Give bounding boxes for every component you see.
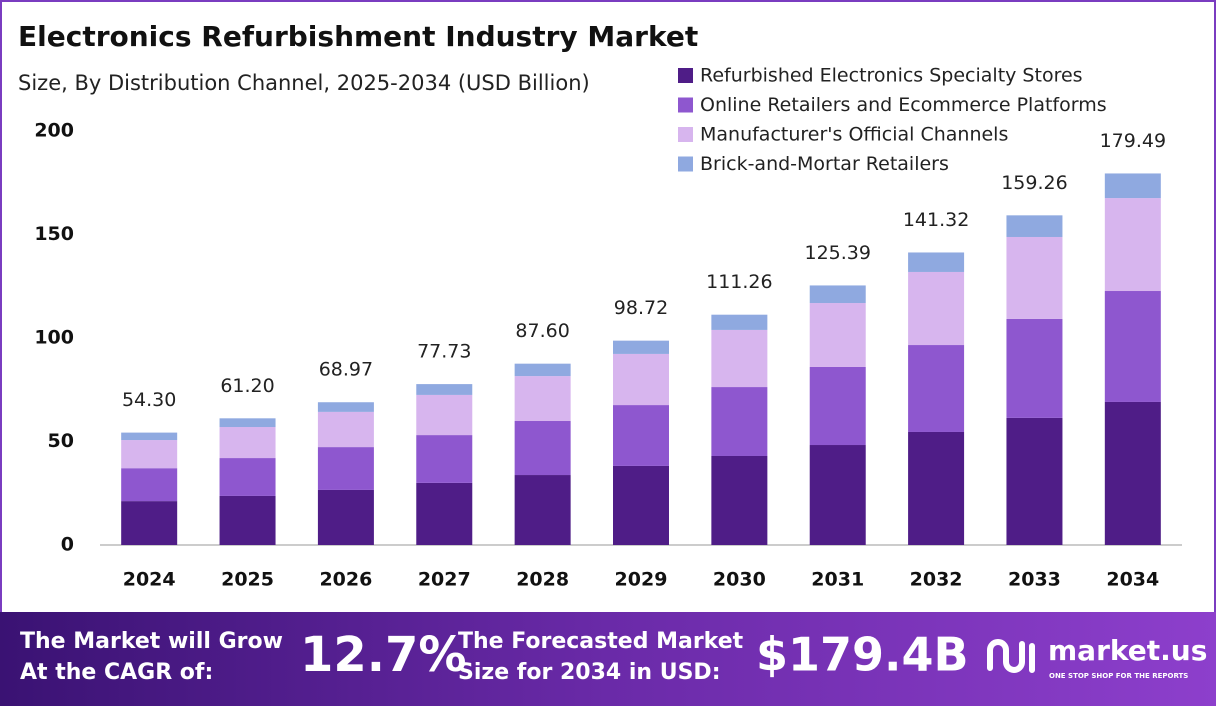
total-label: 141.32 xyxy=(903,209,969,231)
bar-segment xyxy=(416,384,473,395)
bar-segment xyxy=(809,366,866,446)
bar-segment xyxy=(908,431,965,545)
total-label: 54.30 xyxy=(122,389,176,411)
y-tick-label: 100 xyxy=(34,327,74,349)
legend-label: Manufacturer's Official Channels xyxy=(700,124,1008,146)
brand: market.us xyxy=(1048,634,1207,667)
bar-segment xyxy=(121,432,178,441)
bar-segment xyxy=(711,314,768,330)
bar-segment xyxy=(1104,173,1161,199)
legend-label: Refurbished Electronics Specialty Stores xyxy=(700,65,1083,87)
bar-segment xyxy=(613,405,669,466)
bar-segment xyxy=(121,501,178,545)
total-label: 125.39 xyxy=(804,242,870,264)
y-tick-label: 50 xyxy=(48,430,74,452)
chart-title: Electronics Refurbishment Industry Marke… xyxy=(18,20,698,53)
forecast-value: $179.4B xyxy=(756,628,969,682)
bar-segment xyxy=(711,387,768,456)
bar-segment xyxy=(908,345,965,432)
bar-segment xyxy=(908,252,965,272)
bar-segment xyxy=(1006,236,1063,319)
y-tick-label: 0 xyxy=(61,534,74,556)
bar-segment xyxy=(317,447,374,490)
bar-segment xyxy=(121,468,178,502)
x-tick-label: 2033 xyxy=(1008,569,1061,591)
bar-segment xyxy=(416,482,473,545)
bar-segment xyxy=(1104,401,1161,545)
bar-segment xyxy=(809,303,866,367)
x-tick-label: 2031 xyxy=(811,569,864,591)
bar-segment xyxy=(514,421,571,476)
total-label: 98.72 xyxy=(614,297,668,319)
y-tick-label: 200 xyxy=(34,120,74,142)
x-tick-label: 2025 xyxy=(221,569,274,591)
bar-segment xyxy=(809,445,866,545)
bar-segment xyxy=(809,285,866,304)
legend-swatch xyxy=(678,156,693,172)
total-label: 87.60 xyxy=(515,320,569,342)
cagr-value: 12.7% xyxy=(300,627,467,683)
total-label: 111.26 xyxy=(706,271,772,293)
bar-segment xyxy=(317,411,374,448)
total-label: 159.26 xyxy=(1001,172,1067,194)
tagline: ONE STOP SHOP FOR THE REPORTS xyxy=(1049,672,1188,680)
bar-segment xyxy=(416,435,473,483)
bar-segment xyxy=(317,402,374,412)
cagr-text: The Market will Grow xyxy=(20,629,283,654)
x-tick-label: 2027 xyxy=(418,569,471,591)
chart-subtitle: Size, By Distribution Channel, 2025-2034… xyxy=(18,71,590,95)
y-tick-label: 150 xyxy=(34,223,74,245)
x-tick-label: 2024 xyxy=(123,569,176,591)
bar-segment xyxy=(219,458,276,496)
bar-segment xyxy=(1006,215,1063,237)
legend-label: Online Retailers and Ecommerce Platforms xyxy=(700,94,1107,116)
legend-swatch xyxy=(678,68,693,83)
brand-logo xyxy=(987,639,1035,673)
bar-segment xyxy=(1006,318,1063,418)
total-label: 77.73 xyxy=(417,341,471,363)
cagr-text: At the CAGR of: xyxy=(20,660,213,685)
forecast-text: The Forecasted Market xyxy=(458,629,744,654)
bar-segment xyxy=(317,489,374,545)
bar-segment xyxy=(416,394,473,436)
bar-segment xyxy=(514,376,571,422)
bar-segment xyxy=(711,329,768,388)
legend-swatch xyxy=(678,97,693,113)
bar-segment xyxy=(219,418,276,428)
total-label: 61.20 xyxy=(220,375,274,397)
x-tick-label: 2030 xyxy=(713,569,766,591)
bar-segment xyxy=(613,353,669,406)
legend-label: Brick-and-Mortar Retailers xyxy=(700,153,949,175)
footer: The Market will Grow At the CAGR of: 12.… xyxy=(20,627,1207,685)
bar-segment xyxy=(613,465,669,545)
x-tick-label: 2029 xyxy=(615,569,668,591)
bar-segment xyxy=(908,271,965,346)
footer-band xyxy=(0,612,1216,706)
bar-segment xyxy=(711,455,768,545)
bar-segment xyxy=(1104,291,1161,402)
bar-segment xyxy=(219,427,276,459)
legend-swatch xyxy=(678,127,693,142)
bar-segment xyxy=(219,495,276,545)
bar-segment xyxy=(613,340,669,354)
bar-segment xyxy=(514,475,571,545)
bar-segment xyxy=(514,363,571,377)
forecast-text: Size for 2034 in USD: xyxy=(458,660,721,685)
total-label: 179.49 xyxy=(1100,130,1166,152)
bar-segment xyxy=(121,440,178,469)
x-tick-label: 2032 xyxy=(910,569,963,591)
total-label: 68.97 xyxy=(319,359,373,381)
bar-segment xyxy=(1104,198,1161,292)
x-tick-label: 2026 xyxy=(319,569,372,591)
x-tick-label: 2034 xyxy=(1106,569,1159,591)
bar-segment xyxy=(1006,417,1063,545)
x-tick-label: 2028 xyxy=(516,569,569,591)
